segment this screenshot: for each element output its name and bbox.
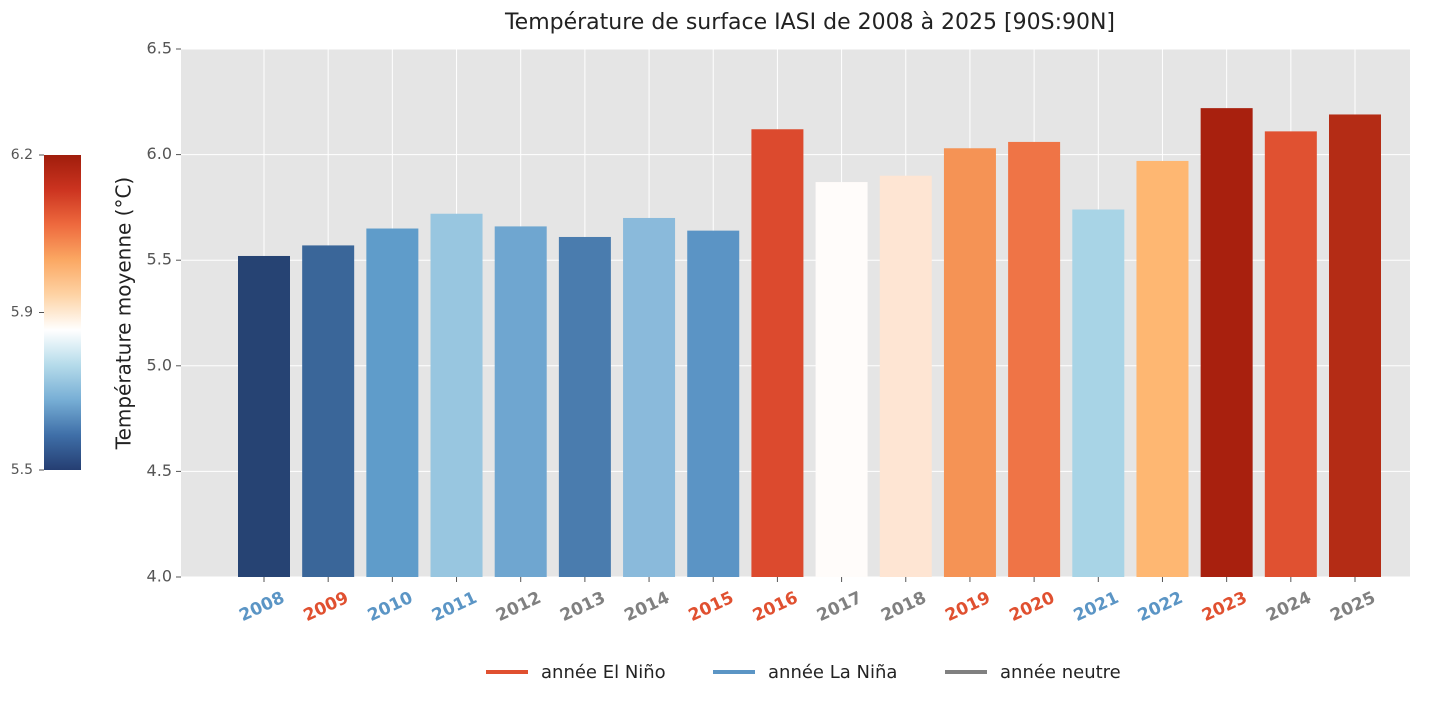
x-tick-label: 2010 <box>365 588 416 626</box>
bar <box>1264 131 1317 578</box>
x-tick-label: 2014 <box>621 588 672 626</box>
bar <box>494 226 547 577</box>
x-tick-label: 2019 <box>942 588 993 626</box>
bar <box>558 236 611 577</box>
bar <box>1008 141 1061 578</box>
legend-label: année La Niña <box>768 662 897 683</box>
bar <box>879 175 932 577</box>
x-tick-label: 2017 <box>814 588 865 626</box>
x-tick-label: 2020 <box>1006 588 1057 626</box>
y-axis-label: Température moyenne (°C) <box>112 177 136 451</box>
bar <box>943 148 996 578</box>
y-tick-label: 5.0 <box>147 355 172 374</box>
bar <box>1136 160 1189 577</box>
y-tick-label: 4.5 <box>147 461 172 480</box>
bar <box>430 213 483 577</box>
colorbar <box>44 155 81 470</box>
legend-label: année El Niño <box>541 662 666 683</box>
y-tick-label: 6.5 <box>147 39 172 58</box>
x-tick-label: 2009 <box>301 588 352 626</box>
bar <box>366 228 419 577</box>
x-tick-label: 2022 <box>1135 588 1186 626</box>
bar <box>815 182 868 577</box>
colorbar-tick-label: 5.5 <box>11 462 33 478</box>
y-tick-label: 5.5 <box>147 250 172 269</box>
bar <box>623 217 676 577</box>
x-tick-label: 2024 <box>1263 588 1314 626</box>
colorbar-tick-label: 5.9 <box>11 305 33 321</box>
y-tick-label: 6.0 <box>147 144 172 163</box>
x-tick-label: 2008 <box>236 588 287 626</box>
bar <box>751 129 804 578</box>
x-tick-label: 2021 <box>1071 588 1122 626</box>
x-tick-label: 2011 <box>429 588 480 626</box>
x-tick-label: 2025 <box>1327 588 1378 626</box>
bar <box>1329 114 1381 578</box>
x-tick-label: 2016 <box>750 588 801 626</box>
y-tick-label: 4.0 <box>147 567 172 586</box>
chart-title: Température de surface IASI de 2008 à 20… <box>504 10 1115 35</box>
bar <box>1200 108 1253 578</box>
bar <box>302 245 355 577</box>
bar <box>687 230 740 577</box>
x-tick-label: 2013 <box>557 588 608 626</box>
x-tick-label: 2012 <box>493 588 544 626</box>
x-tick-label: 2023 <box>1199 588 1250 626</box>
x-tick-label: 2018 <box>878 588 929 626</box>
bar <box>238 255 290 577</box>
bar <box>1072 209 1125 577</box>
x-tick-label: 2015 <box>686 588 737 626</box>
colorbar-tick-label: 6.2 <box>11 147 33 163</box>
legend-label: année neutre <box>1000 662 1121 683</box>
